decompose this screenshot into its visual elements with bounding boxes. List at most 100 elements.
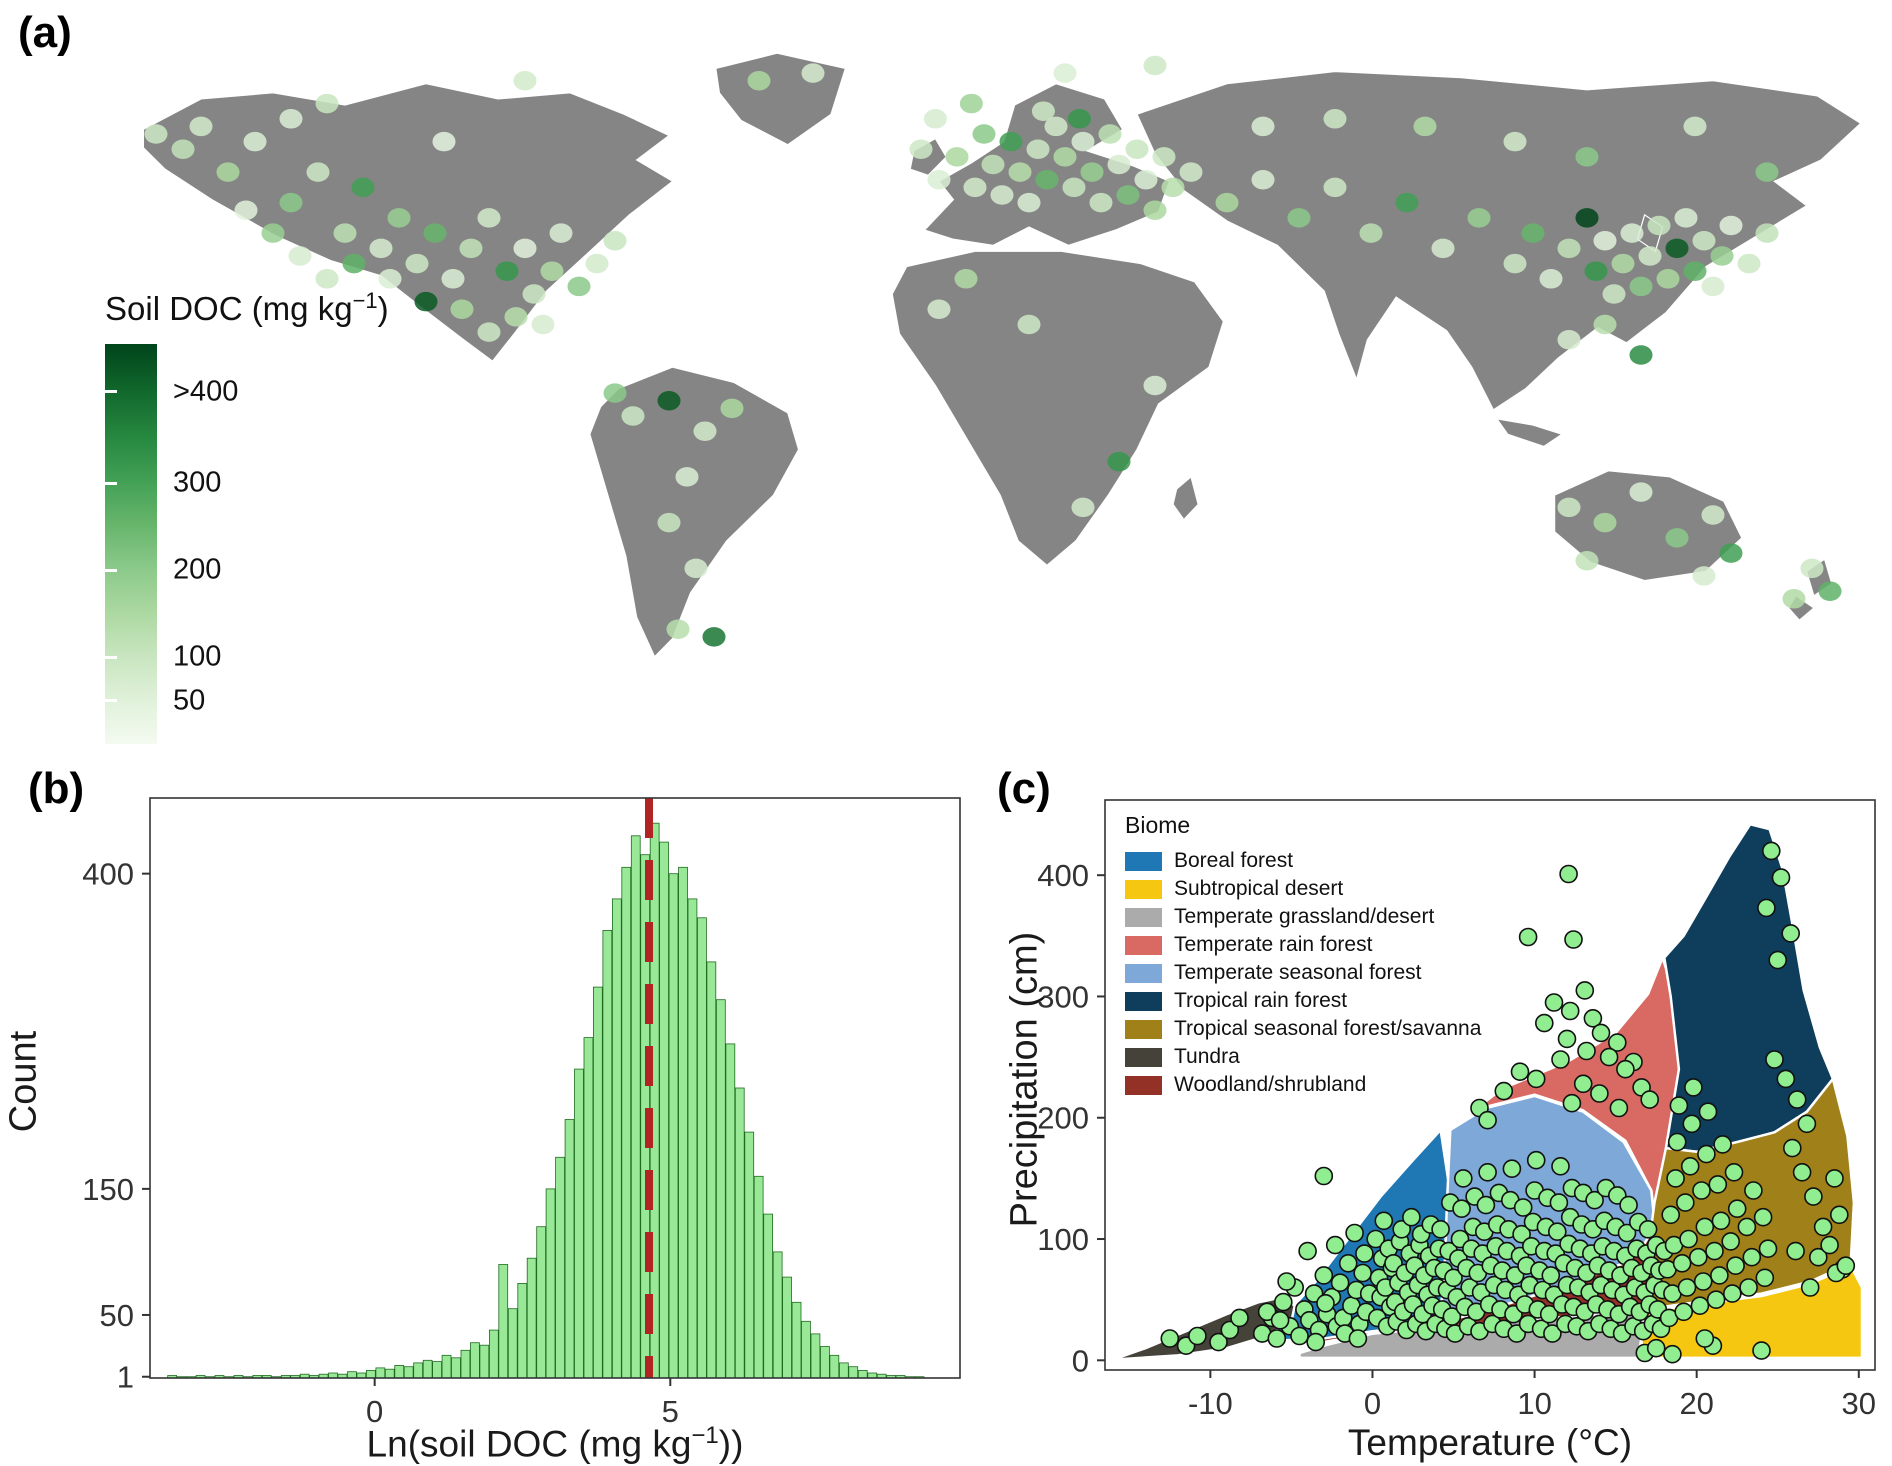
map-dot bbox=[189, 116, 213, 137]
map-dot bbox=[1134, 170, 1158, 190]
map-dot bbox=[477, 322, 501, 342]
color-gradient-bar bbox=[105, 344, 157, 744]
scatter-point bbox=[1551, 1156, 1570, 1176]
map-dot bbox=[261, 223, 285, 243]
scatter-point bbox=[1753, 1207, 1773, 1227]
map-legend-gradient: >400 300 200 100 50 bbox=[105, 344, 425, 744]
scatter-point bbox=[1478, 1162, 1497, 1182]
map-dot bbox=[927, 299, 951, 320]
map-dot bbox=[1080, 162, 1104, 182]
scatter-point bbox=[1829, 1205, 1849, 1225]
scatter-point bbox=[1402, 1207, 1421, 1227]
scatter-point bbox=[1564, 930, 1583, 949]
panel-c-label: (c) bbox=[997, 764, 1051, 813]
map-dot bbox=[531, 314, 555, 335]
biome-legend: Biome Boreal forest Subtropical desert Tem… bbox=[1125, 812, 1481, 1099]
scatter-point bbox=[1792, 1162, 1812, 1182]
map-dot bbox=[387, 208, 411, 228]
scatter-point bbox=[1513, 1198, 1533, 1217]
scatter-point bbox=[1188, 1326, 1207, 1346]
histogram-bar bbox=[422, 1359, 433, 1379]
scatter-point bbox=[1755, 1268, 1775, 1288]
histogram-bar bbox=[394, 1365, 405, 1379]
histogram-bar bbox=[782, 1276, 792, 1379]
map-dot bbox=[1629, 276, 1653, 297]
legend-item: Tundra bbox=[1125, 1043, 1481, 1071]
scatter-point bbox=[1765, 1050, 1784, 1069]
map-legend-title: Soil DOC (mg kg−1) bbox=[105, 288, 389, 327]
map-legend: Soil DOC (mg kg−1) >400 300 200 100 50 bbox=[105, 288, 465, 744]
scatter-point bbox=[1560, 1001, 1580, 1021]
scatter-point bbox=[1453, 1169, 1473, 1188]
map-dot bbox=[1143, 55, 1167, 76]
map-dot bbox=[657, 512, 681, 533]
histogram-bar bbox=[536, 1226, 547, 1379]
map-dot bbox=[1116, 185, 1140, 205]
histogram-bar bbox=[791, 1301, 802, 1379]
map-dot bbox=[684, 558, 708, 579]
histogram-bar bbox=[753, 1175, 764, 1379]
scatter-point bbox=[1786, 1241, 1805, 1261]
legend-label: Woodland/shrubland bbox=[1174, 1073, 1367, 1096]
scatter-point bbox=[1526, 1150, 1546, 1170]
scatter-point bbox=[1697, 1144, 1716, 1164]
map-dot bbox=[963, 177, 987, 198]
map-dot bbox=[1737, 253, 1761, 274]
map-dot bbox=[1782, 589, 1806, 609]
y-tick-label: 1 bbox=[117, 1360, 134, 1395]
histogram-bar bbox=[592, 986, 603, 1379]
map-dot bbox=[1575, 147, 1599, 167]
map-dot bbox=[540, 261, 564, 281]
map-dot bbox=[1629, 345, 1653, 365]
map-dot bbox=[414, 291, 438, 312]
map-dot bbox=[1323, 109, 1347, 129]
histogram-bar bbox=[668, 873, 679, 1379]
map-dot bbox=[441, 269, 465, 289]
world-map bbox=[142, 52, 1862, 658]
scatter-point bbox=[1617, 1223, 1637, 1243]
scatter-point bbox=[1710, 1266, 1729, 1285]
legend-label: Subtropical desert bbox=[1174, 877, 1344, 900]
map-dot bbox=[1611, 253, 1635, 274]
gradient-tick-mark bbox=[105, 568, 117, 572]
scatter-point bbox=[1752, 1341, 1771, 1360]
scatter-point bbox=[1442, 1307, 1462, 1326]
scatter-point bbox=[1478, 1110, 1497, 1130]
panel-map: (a) Soil DOC (mg kg−1) >400 300 200 100 50 bbox=[18, 8, 1862, 744]
map-dot bbox=[522, 284, 546, 304]
panel-b-label: (b) bbox=[28, 764, 85, 813]
y-tick-label: 0 bbox=[1072, 1343, 1089, 1378]
scatter-point bbox=[1353, 1263, 1373, 1283]
scatter-point bbox=[1573, 1074, 1593, 1094]
scatter-point bbox=[1737, 1217, 1757, 1237]
scatter-point bbox=[1836, 1256, 1856, 1276]
scatter-point bbox=[1726, 1256, 1745, 1276]
legend-label: Temperate grassland/desert bbox=[1174, 905, 1435, 928]
map-dot bbox=[603, 230, 627, 251]
scatter-point bbox=[1693, 1272, 1713, 1291]
histogram-bar bbox=[810, 1333, 821, 1379]
map-dot bbox=[1683, 116, 1707, 137]
scatter-point bbox=[1781, 924, 1801, 943]
continent bbox=[891, 250, 1225, 567]
map-dot bbox=[315, 269, 339, 289]
scatter-point bbox=[1355, 1244, 1374, 1263]
scatter-point bbox=[1825, 1169, 1844, 1188]
histogram-bar bbox=[611, 898, 622, 1379]
x-tick-label: 20 bbox=[1679, 1386, 1713, 1421]
histogram-bar bbox=[479, 1344, 490, 1379]
map-dot bbox=[1593, 230, 1617, 251]
map-dot bbox=[1503, 131, 1527, 152]
scatter-point bbox=[1290, 1326, 1309, 1346]
map-dot bbox=[1125, 139, 1149, 160]
map-dot bbox=[1467, 208, 1491, 228]
map-dot bbox=[1215, 192, 1239, 213]
map-dot bbox=[1251, 170, 1275, 190]
histogram-bar bbox=[526, 1257, 537, 1379]
histogram-bar bbox=[451, 1357, 461, 1379]
scatter-point bbox=[1619, 1195, 1638, 1215]
map-dot bbox=[923, 109, 947, 129]
legend-item: Temperate grassland/desert bbox=[1125, 903, 1481, 931]
map-dot bbox=[1071, 497, 1095, 518]
histogram-bar bbox=[432, 1361, 442, 1379]
